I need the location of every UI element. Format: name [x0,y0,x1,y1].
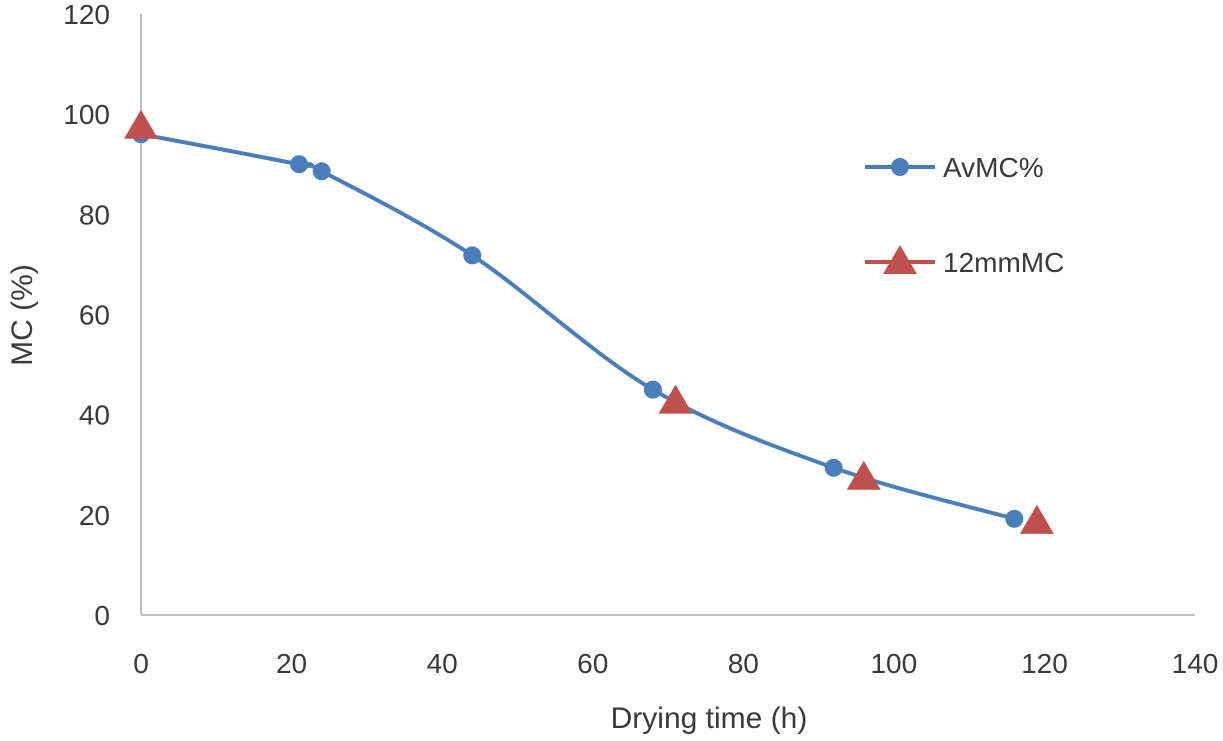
y-tick-label: 100 [63,99,110,130]
series-line-0 [140,132,1015,521]
x-tick-label: 100 [870,648,917,679]
data-point-circle [1005,509,1024,528]
x-tick-label: 40 [427,648,458,679]
y-tick-label: 0 [94,600,110,631]
x-axis-label: Drying time (h) [611,702,808,735]
x-tick-label: 140 [1172,648,1219,679]
y-tick-label: 120 [63,0,110,30]
x-tick-label: 20 [276,648,307,679]
y-axis-label: MC (%) [6,264,39,366]
data-point-triangle [124,109,158,139]
data-point-triangle [846,460,881,490]
data-point-circle [312,162,331,181]
data-point-circle [643,380,662,399]
y-tick-label: 20 [79,500,110,531]
x-tick-label: 0 [133,648,149,679]
legend-label: AvMC% [943,152,1044,183]
y-tick-label: 60 [79,300,110,331]
data-point-triangle [658,384,693,414]
legend: AvMC% 12mmMC [865,152,1064,278]
x-tick-label: 80 [728,648,759,679]
legend-label: 12mmMC [943,247,1064,278]
y-tick-label: 40 [79,400,110,431]
data-point-circle [463,246,482,265]
legend-marker-triangle [883,245,917,274]
data-point-circle [290,155,309,174]
x-tick-label: 60 [577,648,608,679]
legend-marker-circle [891,158,909,176]
x-tick-label: 120 [1021,648,1068,679]
data-point-triangle [1019,504,1054,534]
y-tick-label: 80 [79,199,110,230]
data-point-circle [824,458,843,477]
